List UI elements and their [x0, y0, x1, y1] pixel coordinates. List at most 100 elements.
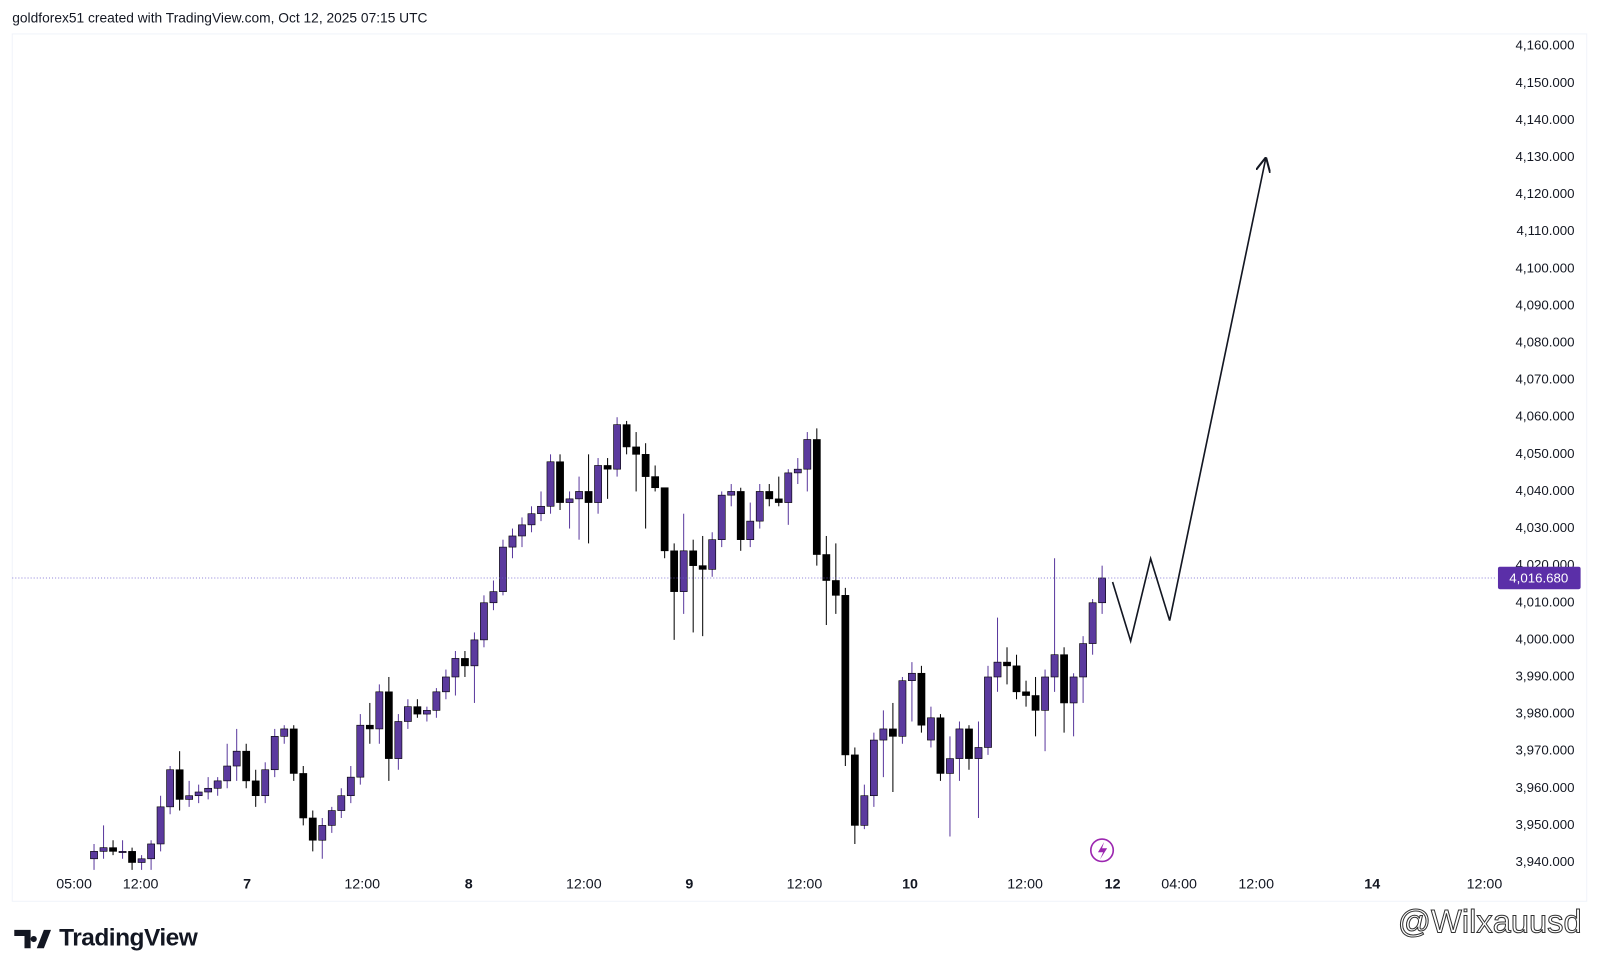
y-tick-label: 4,080.000 — [1516, 335, 1575, 350]
candle-body — [423, 710, 431, 715]
candle-body — [708, 539, 717, 570]
candle-body — [594, 465, 602, 503]
header: goldforex51 created with TradingView.com… — [12, 10, 427, 25]
candle-body — [850, 754, 859, 826]
candle-body — [575, 491, 583, 500]
candle-body — [308, 817, 317, 841]
alert-icon — [1090, 838, 1115, 863]
candle-body — [365, 724, 374, 730]
candle-body — [565, 498, 574, 503]
candle-body — [965, 728, 973, 759]
candle-body — [109, 847, 117, 852]
y-tick-label: 3,950.000 — [1516, 817, 1575, 832]
candle-body — [812, 439, 821, 555]
candle-body — [128, 851, 136, 863]
candle-body — [394, 721, 403, 759]
candle-body — [556, 461, 564, 503]
candle-body — [803, 439, 812, 470]
x-tick-label: 12 — [1105, 877, 1121, 893]
x-tick-label: 12:00 — [1007, 877, 1043, 893]
candle-body — [489, 591, 498, 604]
candle-body — [346, 776, 355, 797]
candle-body — [185, 795, 194, 800]
candle-body — [955, 728, 964, 759]
y-tick-label: 4,000.000 — [1516, 631, 1575, 646]
candle-body — [1060, 654, 1068, 704]
candle-body — [698, 565, 707, 570]
candle-body — [1041, 676, 1049, 711]
candle-body — [632, 446, 640, 455]
y-tick-label: 4,040.000 — [1516, 483, 1575, 498]
logo-text: TradingView — [59, 924, 199, 951]
candle-body — [280, 728, 289, 737]
candle-body — [375, 691, 384, 730]
candle-body — [546, 461, 555, 507]
candle-body — [403, 706, 412, 722]
plot — [90, 417, 1107, 870]
x-tick-label: 12:00 — [566, 877, 602, 893]
candle-body — [889, 728, 897, 737]
candle-body — [413, 706, 422, 715]
candle-body — [793, 468, 802, 474]
candle-body — [461, 658, 469, 667]
candle-body — [299, 773, 308, 819]
candle-body — [1003, 661, 1011, 667]
candle-body — [537, 505, 545, 515]
candle-body — [470, 639, 479, 667]
candle-body — [384, 691, 393, 759]
candle-body — [289, 728, 298, 774]
x-tick-label: 12:00 — [1238, 877, 1274, 893]
candle-body — [822, 554, 831, 581]
candle-body — [90, 851, 98, 860]
y-tick-label: 4,150.000 — [1516, 75, 1575, 90]
candle-body — [784, 472, 793, 503]
candle-body — [622, 424, 631, 448]
candle-body — [480, 602, 488, 641]
candle-body — [1022, 691, 1030, 696]
candle-body — [175, 769, 184, 800]
candle-body — [651, 476, 660, 489]
candle-body — [613, 424, 621, 470]
candle-body — [946, 758, 954, 774]
last-price-box — [1497, 566, 1581, 590]
y-tick-label: 3,970.000 — [1516, 743, 1575, 758]
candle-body — [204, 787, 213, 793]
y-tick-label: 3,960.000 — [1516, 780, 1575, 795]
x-tick-label: 12:00 — [787, 877, 823, 893]
candle-body — [166, 769, 174, 808]
y-tick-label: 4,110.000 — [1517, 223, 1575, 238]
y-tick-label: 4,160.000 — [1516, 38, 1575, 53]
candle-body — [1069, 676, 1078, 704]
candle-body — [337, 795, 346, 811]
candle-body — [270, 736, 279, 771]
candle-body — [499, 546, 507, 592]
candle-body — [251, 780, 260, 797]
y-tick-label: 4,130.000 — [1516, 149, 1575, 164]
candle-body — [755, 491, 764, 522]
y-tick-label: 4,060.000 — [1516, 409, 1575, 424]
candle-body — [831, 580, 840, 596]
candle-body — [194, 791, 203, 797]
x-tick-label: 10 — [902, 877, 918, 893]
candle-body — [879, 728, 888, 741]
logo: TradingView — [14, 924, 199, 951]
candle-body — [451, 658, 460, 678]
candle-body — [746, 520, 755, 540]
y-tick-label: 3,990.000 — [1516, 668, 1575, 683]
candle-body — [137, 858, 146, 863]
candle-body — [993, 661, 1002, 678]
candle-body — [603, 465, 612, 470]
candle-body — [508, 535, 517, 548]
candle-body — [356, 724, 365, 778]
candle-body — [99, 847, 108, 852]
x-tick-label: 12:00 — [123, 877, 159, 893]
y-tick-label: 3,980.000 — [1516, 706, 1575, 721]
candle-body — [841, 595, 850, 756]
last-price-label: 4,016.680 — [1509, 570, 1568, 585]
candle-body — [860, 795, 869, 826]
x-tick-label: 04:00 — [1161, 877, 1197, 893]
candle-body — [1031, 695, 1040, 711]
y-tick-label: 4,030.000 — [1516, 520, 1575, 535]
